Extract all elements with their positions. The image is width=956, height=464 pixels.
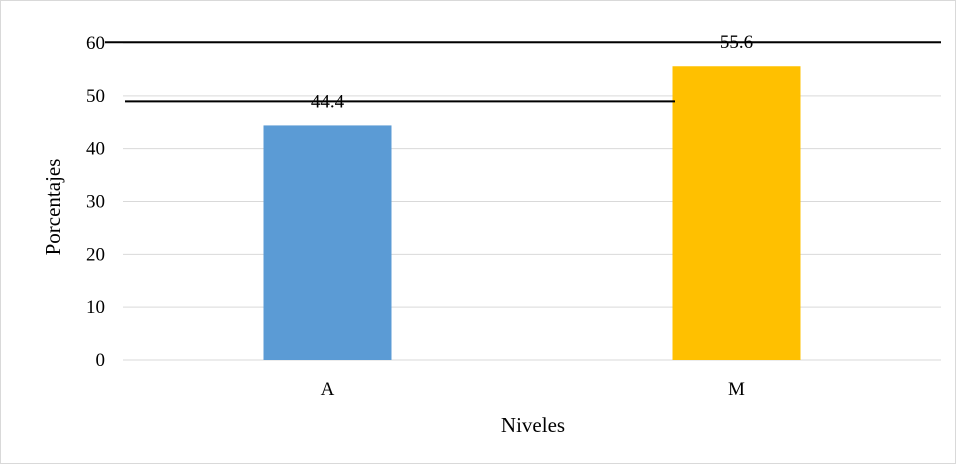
x-axis-title: Niveles — [501, 413, 565, 437]
y-tick-labels: 0 10 20 30 40 50 60 — [86, 33, 105, 371]
y-axis-title: Porcentajes — [41, 159, 65, 256]
bar-m — [672, 66, 801, 360]
y-tick-label: 10 — [86, 297, 105, 318]
y-tick-label: 50 — [86, 86, 105, 107]
x-category-label: M — [728, 379, 745, 400]
y-tick-label: 0 — [96, 350, 106, 371]
gridlines — [123, 42, 941, 361]
y-tick-label: 20 — [86, 244, 105, 265]
x-category-label: A — [321, 379, 335, 400]
y-tick-label: 60 — [86, 33, 105, 54]
bars — [263, 66, 801, 360]
y-tick-label: 40 — [86, 139, 105, 160]
y-tick-label: 30 — [86, 192, 105, 213]
bar-a — [263, 125, 392, 360]
